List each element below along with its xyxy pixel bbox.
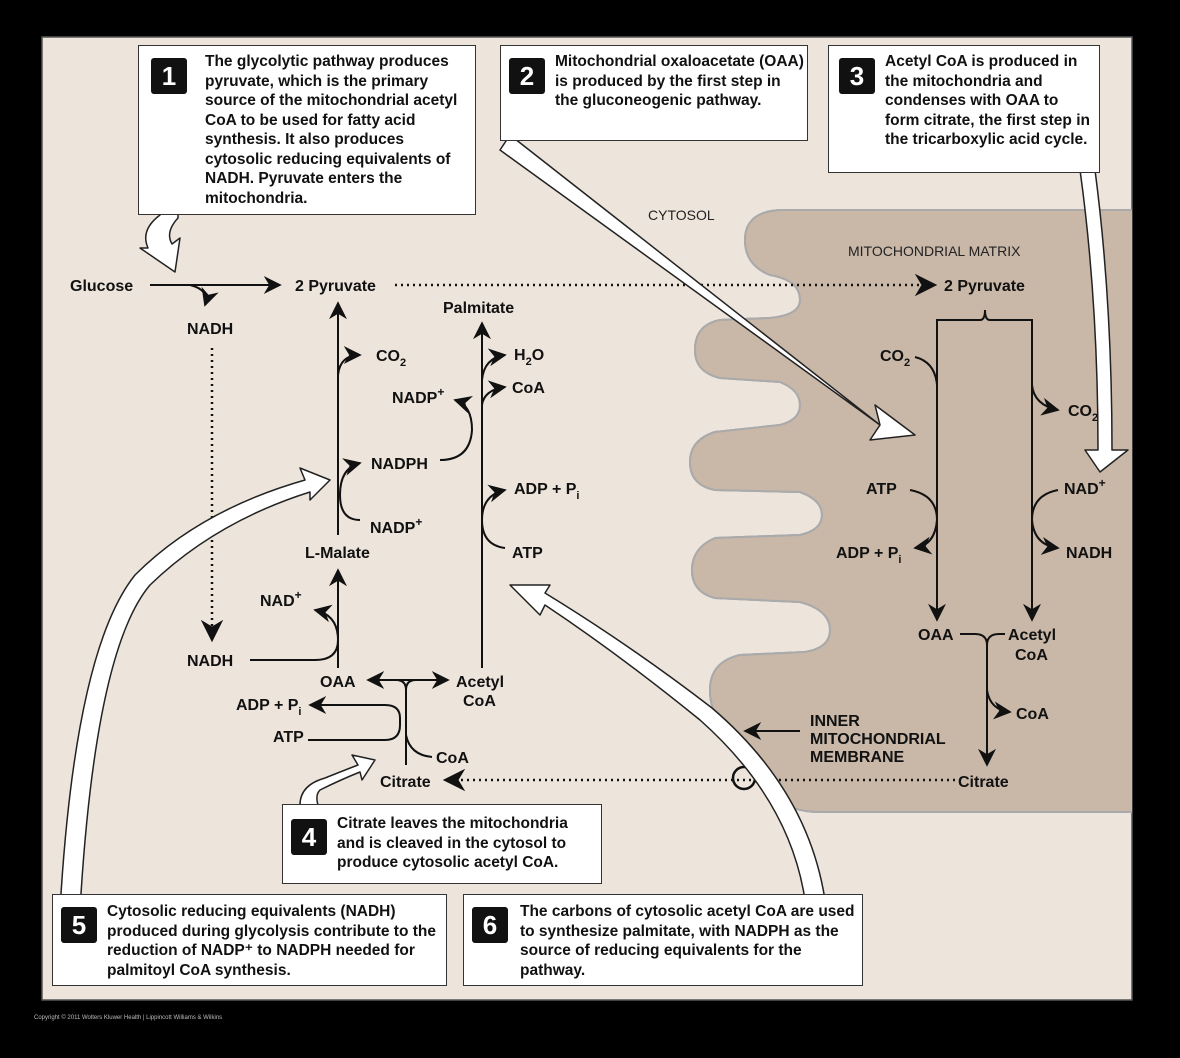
atp-a-label: ATP [512,545,543,562]
acetyl-matrix-label: Acetyl [1008,627,1056,644]
callout-arrow-2 [499,134,916,441]
nadh-top-label: NADH [187,321,233,338]
nad-to-nadh-arrow [1030,489,1060,555]
co2-left-join [914,356,938,386]
citrate-matrix-label: Citrate [958,774,1009,791]
l-malate-label: L-Malate [305,545,370,562]
coa-matrix-label: CoA [1016,706,1049,723]
callout-text-5: Cytosolic reducing equivalents (NADH) pr… [107,903,436,979]
matrix-label: MITOCHONDRIAL MATRIX [848,243,1021,259]
callout-arrow-3 [1079,169,1129,473]
acetyl-coa-cytosol-label: CoA [463,693,496,710]
coa-release-arrow [481,380,507,406]
callout-text-6: The carbons of cytosolic acetyl CoA are … [520,903,855,979]
callout-box-2: 2 Mitochondrial oxaloacetate (OAA) is pr… [500,45,808,141]
acetyl-coa-matrix-label: CoA [1015,647,1048,664]
callout-box-5: 5 Cytosolic reducing equivalents (NADH) … [52,894,447,986]
citrate-cytosol-label: Citrate [380,774,431,791]
callout-number-2: 2 [509,58,545,94]
atp-to-adp-b-arrow [308,696,401,741]
nadph-label: NADPH [371,456,428,473]
nad-plus-matrix-label: NAD+ [1064,476,1106,498]
atp-matrix-label: ATP [866,481,897,498]
oaa-cytosol-label: OAA [320,674,356,691]
callout-box-6: 6 The carbons of cytosolic acetyl CoA ar… [463,894,863,986]
callout-arrow-6 [509,584,826,901]
h2o-release-arrow [481,348,507,381]
co2-release-arrow [337,346,362,376]
callout-arrow-4 [299,754,376,806]
atp-b-label: ATP [273,729,304,746]
callout-number-1: 1 [151,58,187,94]
adp-pi-matrix-label: ADP + Pi [836,545,901,566]
nadph-to-nadp-arrow [439,395,474,461]
atp-to-adp-matrix-arrow [909,489,939,555]
h2o-label: H2O [514,347,544,368]
nadh-branch-arrow [189,284,219,307]
coa-b-label: CoA [436,750,469,767]
copyright-notice: Copyright © 2011 Wolters Kluwer Health |… [34,1015,223,1021]
membrane-label-1: INNER [810,713,860,730]
callout-number-3: 3 [839,58,875,94]
co2-left-label: CO2 [880,348,910,369]
co2-right-release [1031,384,1060,416]
callout-number-4: 4 [291,819,327,855]
nadp-plus-a-label: NADP+ [392,385,444,407]
nadp-plus-b-label: NADP+ [370,515,422,537]
glucose-label: Glucose [70,278,133,295]
coa-a-label: CoA [512,380,545,397]
callout-box-4: 4 Citrate leaves the mitochondria and is… [282,804,602,884]
callout-box-1: 1 The glycolytic pathway produces pyruva… [138,45,476,215]
oaa-matrix-label: OAA [918,627,954,644]
bracket-curve [395,679,417,691]
nadh-matrix-label: NADH [1066,545,1112,562]
acetyl-cytosol-label: Acetyl [456,674,504,691]
callout-text-3: Acetyl CoA is produced in the mitochondr… [885,53,1090,148]
nad-plus-label: NAD+ [260,588,302,610]
callout-arrow-5 [59,467,331,911]
coa-matrix-release [986,689,1012,720]
co2-label: CO2 [376,348,406,369]
nadp-to-nadph-arrow [338,458,362,521]
callout-box-3: 3 Acetyl CoA is produced in the mitochon… [828,45,1100,173]
callout-text-2: Mitochondrial oxaloacetate (OAA) is prod… [555,53,804,109]
coa-b-release [405,734,433,758]
adp-pi-b-label: ADP + Pi [236,697,301,718]
callout-number-5: 5 [61,907,97,943]
pyruvate-cytosol-label: 2 Pyruvate [295,278,376,295]
palmitate-label: Palmitate [443,300,514,317]
nadh-to-nad-arrow [250,604,340,661]
callout-text-4: Citrate leaves the mitochondria and is c… [337,815,568,871]
atp-to-adp-arrow [480,484,507,549]
mitochondrion [690,210,1132,812]
pyruvate-split-bracket [936,309,1033,350]
pyruvate-matrix-label: 2 Pyruvate [944,278,1025,295]
nadh-bottom-label: NADH [187,653,233,670]
co2-right-label: CO2 [1068,403,1098,424]
membrane-label-3: MEMBRANE [810,749,905,766]
callout-text-1: The glycolytic pathway produces pyruvate… [205,53,458,207]
cytosol-label: CYTOSOL [648,207,715,223]
membrane-label-2: MITOCHONDRIAL [810,731,946,748]
adp-pi-a-label: ADP + Pi [514,481,579,502]
callout-number-6: 6 [472,907,508,943]
